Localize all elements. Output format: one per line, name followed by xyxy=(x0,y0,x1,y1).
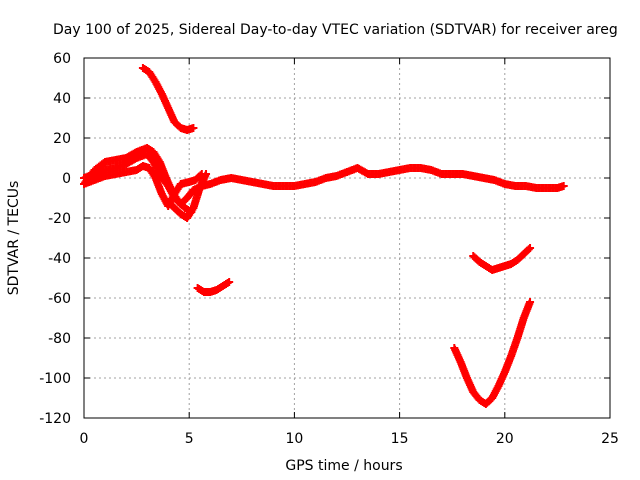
x-tick-label: 0 xyxy=(80,431,89,447)
data-marker xyxy=(526,298,535,306)
data-marker xyxy=(189,124,198,132)
x-axis-label: GPS time / hours xyxy=(285,458,402,474)
chart-title: Day 100 of 2025, Sidereal Day-to-day VTE… xyxy=(53,22,618,38)
y-tick-label: -120 xyxy=(39,411,71,427)
data-marker xyxy=(202,170,211,178)
y-axis-label: SDTVAR / TECUs xyxy=(6,181,22,296)
y-tick-label: 60 xyxy=(53,51,71,67)
series-early-high-arc xyxy=(138,64,198,134)
series-morning-low xyxy=(193,278,234,296)
y-tick-label: -40 xyxy=(48,251,71,267)
y-tick-label: -60 xyxy=(48,291,71,307)
data-marker xyxy=(524,245,533,254)
y-tick-label: 40 xyxy=(53,91,71,107)
data-marker xyxy=(225,278,234,286)
data-marker xyxy=(526,244,535,252)
x-tick-label: 25 xyxy=(601,431,619,447)
series-evening-v-dip xyxy=(450,298,535,408)
y-tick-label: -80 xyxy=(48,331,71,347)
data-marker xyxy=(559,182,568,190)
data-series xyxy=(80,64,568,408)
series-evening-short-arc xyxy=(469,244,535,274)
x-tick-label: 20 xyxy=(496,431,514,447)
x-tick-label: 5 xyxy=(185,431,194,447)
x-tick-label: 10 xyxy=(285,431,303,447)
series-dip-segment xyxy=(164,170,211,222)
plot-frame xyxy=(83,57,611,419)
x-tick-label: 15 xyxy=(391,431,409,447)
y-tick-label: 20 xyxy=(53,131,71,147)
y-tick-label: 0 xyxy=(62,171,71,187)
y-tick-label: -100 xyxy=(39,371,71,387)
y-tick-label: -20 xyxy=(48,211,71,227)
grid-lines xyxy=(84,58,610,418)
series-lower-arc xyxy=(80,162,206,210)
axis-ticks: 0 5 10 15 20 25 -120 -100 -80 -60 -40 -20 0 20 40 60 xyxy=(39,51,619,447)
